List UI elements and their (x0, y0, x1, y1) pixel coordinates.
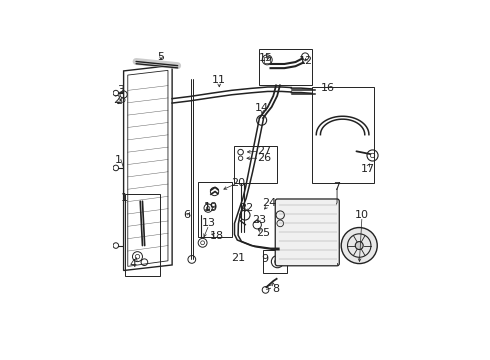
Text: 12: 12 (299, 56, 313, 66)
Text: 27: 27 (257, 146, 271, 156)
FancyArrowPatch shape (136, 64, 178, 68)
Bar (263, 250, 287, 273)
FancyArrowPatch shape (136, 62, 178, 66)
Text: 13: 13 (202, 218, 216, 228)
Text: 2: 2 (113, 95, 120, 105)
Text: 23: 23 (252, 215, 267, 225)
FancyBboxPatch shape (275, 199, 339, 266)
Text: 24: 24 (262, 198, 276, 208)
Text: 20: 20 (232, 178, 245, 188)
Text: 3: 3 (117, 85, 124, 95)
Text: 11: 11 (212, 75, 226, 85)
Bar (265, 57, 270, 63)
Text: 16: 16 (321, 83, 335, 93)
Bar (312, 87, 374, 183)
Text: 15: 15 (259, 53, 273, 63)
Text: 14: 14 (255, 103, 270, 113)
Text: 5: 5 (158, 52, 165, 62)
Text: 25: 25 (257, 228, 270, 238)
Bar (235, 146, 277, 183)
Circle shape (355, 242, 363, 249)
Text: 18: 18 (210, 231, 224, 241)
Text: 1: 1 (121, 193, 128, 203)
Text: 19: 19 (204, 203, 218, 213)
Circle shape (341, 228, 377, 264)
Text: 8: 8 (272, 284, 279, 293)
FancyArrowPatch shape (136, 62, 178, 66)
Text: 22: 22 (239, 203, 253, 213)
Bar (125, 194, 160, 276)
Text: 26: 26 (257, 153, 271, 163)
Text: 1: 1 (115, 155, 122, 165)
Text: 6: 6 (183, 210, 190, 220)
Text: 21: 21 (232, 253, 245, 263)
Text: 4: 4 (130, 258, 137, 269)
Text: 19: 19 (204, 202, 218, 212)
Text: 9: 9 (261, 254, 268, 264)
Bar (259, 49, 312, 85)
Text: 7: 7 (334, 182, 341, 192)
Text: 17: 17 (361, 164, 375, 174)
Bar (198, 182, 232, 237)
Text: 10: 10 (355, 210, 369, 220)
